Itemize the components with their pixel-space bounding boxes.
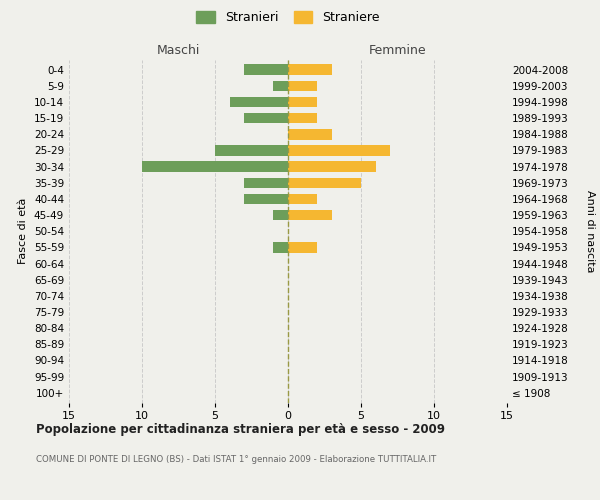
- Text: Femmine: Femmine: [368, 44, 427, 58]
- Text: Maschi: Maschi: [157, 44, 200, 58]
- Bar: [288, 178, 361, 188]
- Bar: [274, 242, 288, 252]
- Bar: [288, 64, 332, 75]
- Text: Popolazione per cittadinanza straniera per età e sesso - 2009: Popolazione per cittadinanza straniera p…: [36, 422, 445, 436]
- Bar: [274, 80, 288, 91]
- Bar: [244, 194, 288, 204]
- Bar: [288, 129, 332, 140]
- Legend: Stranieri, Straniere: Stranieri, Straniere: [191, 6, 385, 29]
- Bar: [288, 210, 332, 220]
- Bar: [288, 97, 317, 108]
- Bar: [244, 64, 288, 75]
- Bar: [142, 162, 288, 172]
- Bar: [288, 113, 317, 124]
- Bar: [288, 162, 376, 172]
- Y-axis label: Fasce di età: Fasce di età: [19, 198, 28, 264]
- Text: COMUNE DI PONTE DI LEGNO (BS) - Dati ISTAT 1° gennaio 2009 - Elaborazione TUTTIT: COMUNE DI PONTE DI LEGNO (BS) - Dati IST…: [36, 455, 436, 464]
- Y-axis label: Anni di nascita: Anni di nascita: [585, 190, 595, 272]
- Bar: [230, 97, 288, 108]
- Bar: [288, 80, 317, 91]
- Bar: [244, 178, 288, 188]
- Bar: [288, 194, 317, 204]
- Bar: [288, 242, 317, 252]
- Bar: [215, 145, 288, 156]
- Bar: [288, 145, 390, 156]
- Bar: [244, 113, 288, 124]
- Bar: [274, 210, 288, 220]
